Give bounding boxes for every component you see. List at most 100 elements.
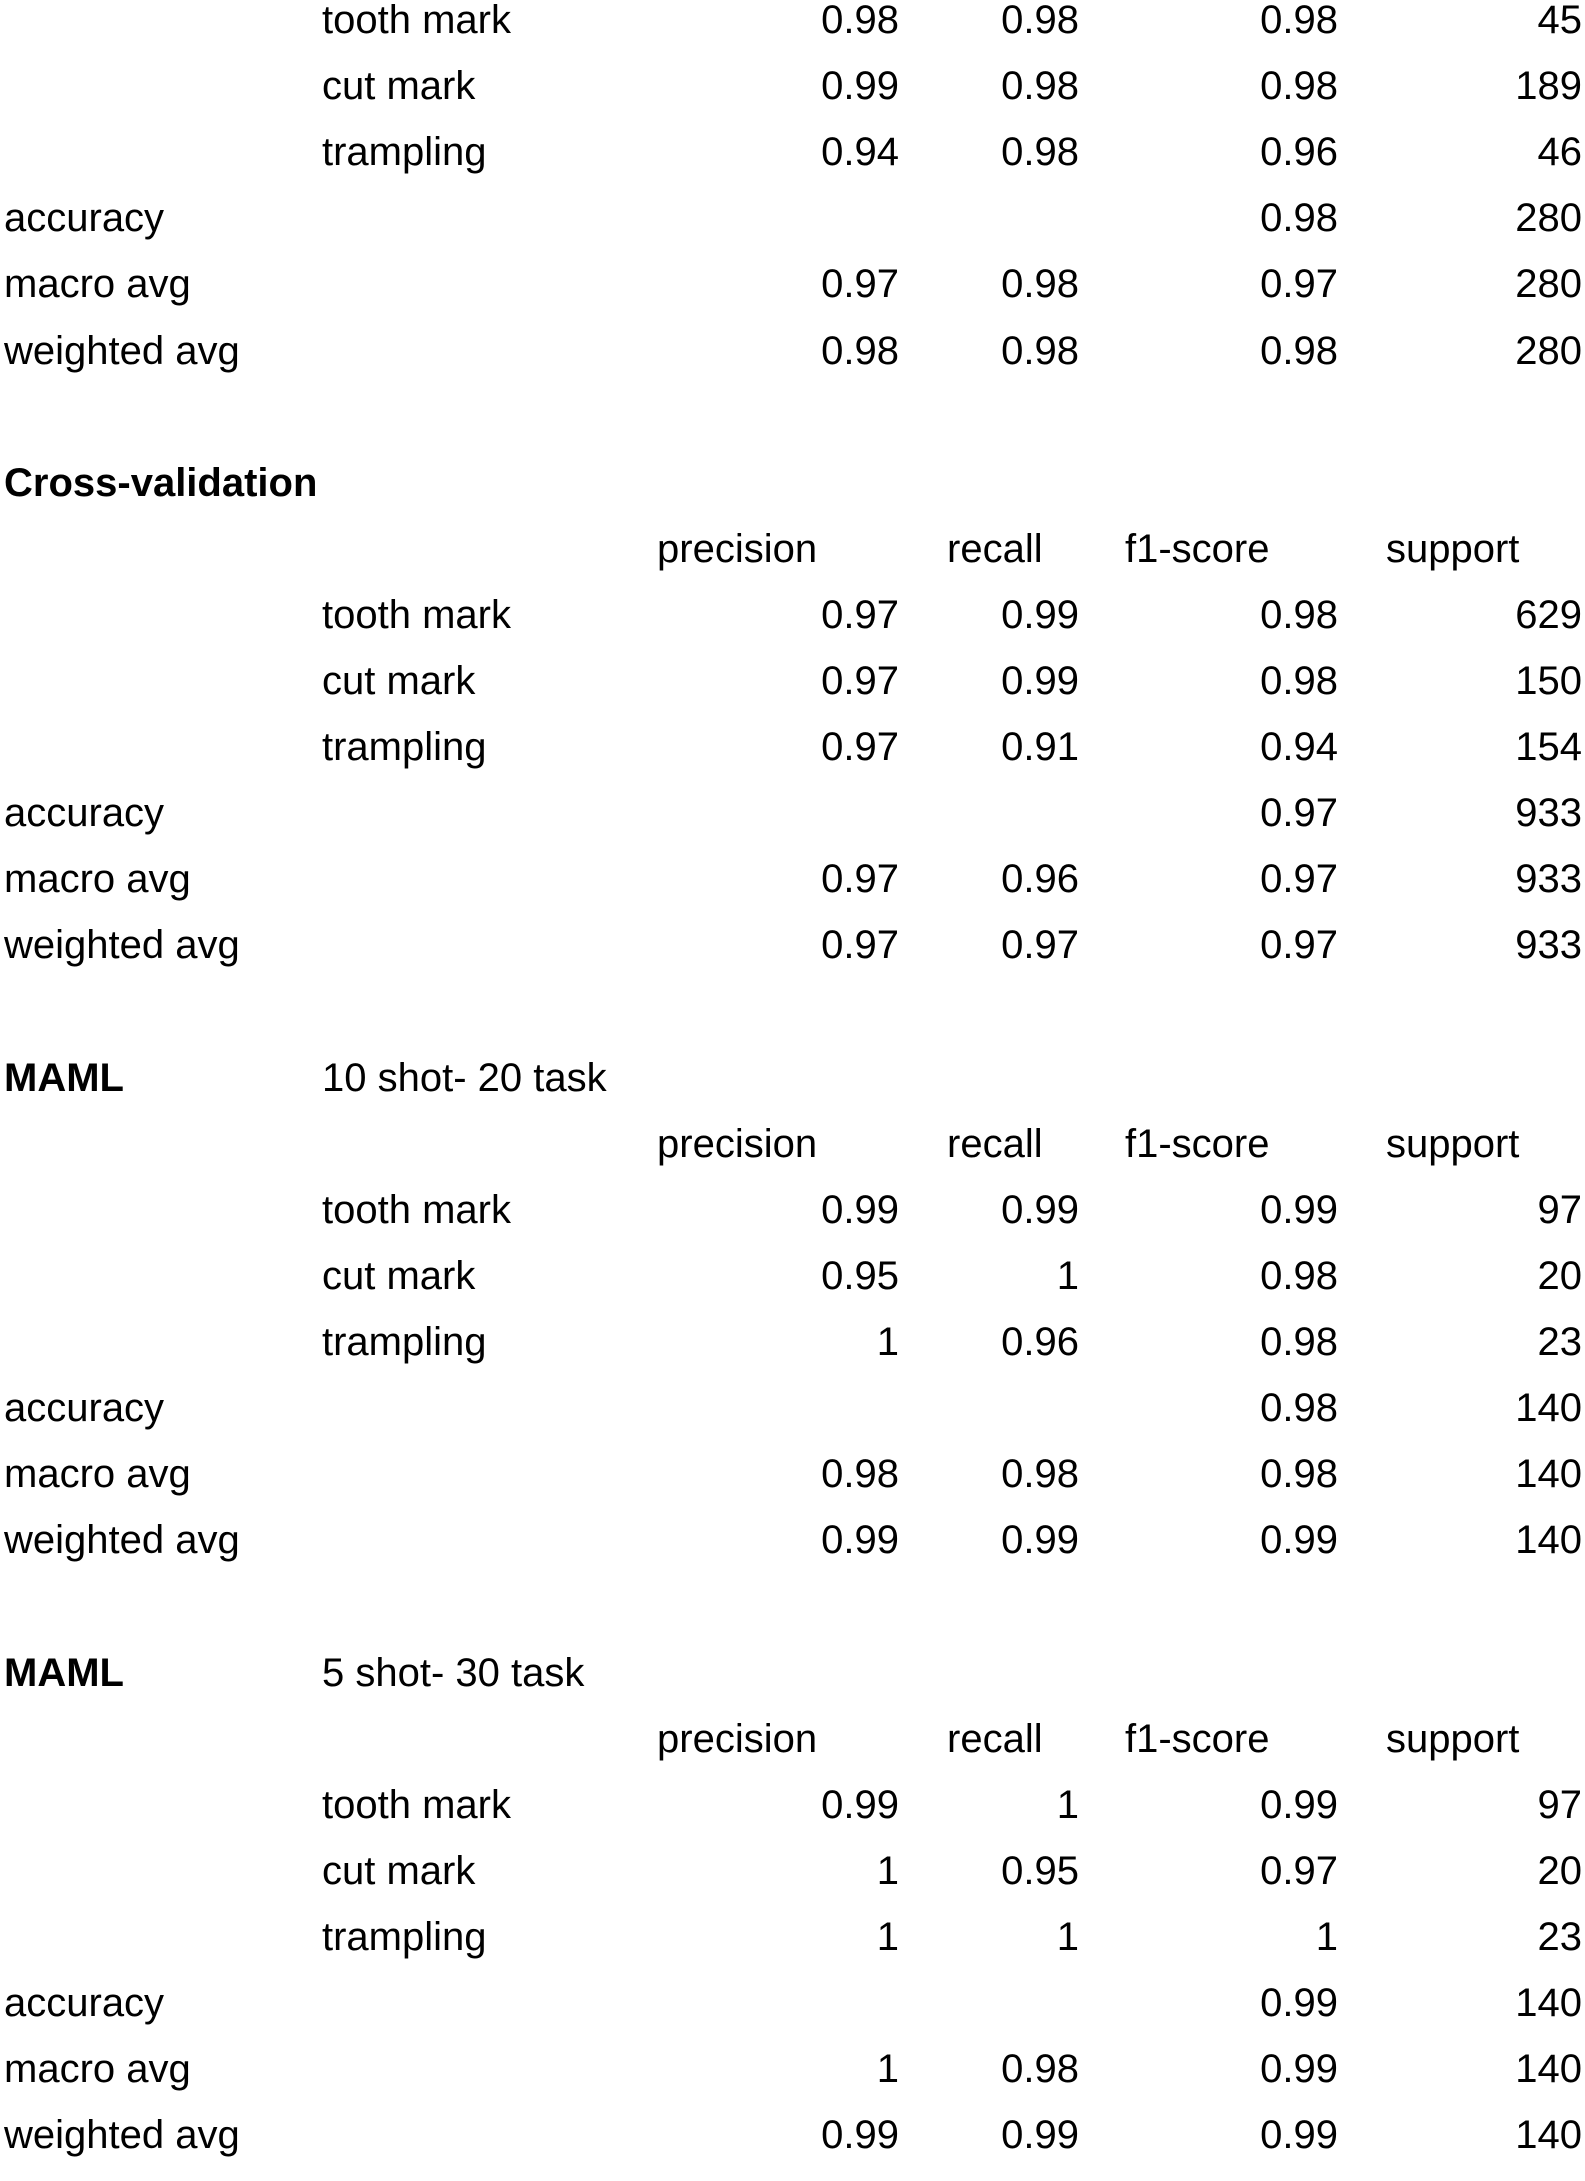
summary-label: weighted avg bbox=[4, 328, 240, 373]
summary-label: accuracy bbox=[4, 1981, 165, 2025]
column-header-f1: f1-score bbox=[1125, 1121, 1270, 1166]
cell-recall: 0.99 bbox=[1001, 1187, 1079, 1232]
cell-precision: 0.97 bbox=[821, 725, 899, 770]
cell-support: 23 bbox=[1537, 1914, 1583, 1959]
cell-recall: 0.98 bbox=[1001, 1452, 1079, 1497]
summary-label: macro avg bbox=[4, 2047, 191, 2092]
cell-f1: 0.99 bbox=[1260, 1187, 1338, 1232]
summary-label: macro avg bbox=[4, 1452, 191, 1497]
cell-f1: 0.97 bbox=[1260, 923, 1338, 968]
cell-recall: 0.99 bbox=[1001, 2113, 1079, 2158]
cell-precision: 0.99 bbox=[821, 64, 899, 109]
cell-precision: 0.95 bbox=[821, 1253, 899, 1298]
cell-f1: 0.97 bbox=[1260, 262, 1338, 307]
section-title: MAML bbox=[4, 1650, 124, 1695]
cell-precision: 1 bbox=[876, 2047, 899, 2092]
cell-recall: 0.95 bbox=[1001, 1848, 1079, 1893]
section-subtitle: 10 shot- 20 task bbox=[322, 1055, 607, 1100]
class-label: trampling bbox=[322, 725, 487, 770]
column-header-support: support bbox=[1386, 1121, 1520, 1166]
column-header-f1: f1-score bbox=[1125, 1716, 1270, 1761]
cell-precision: 0.97 bbox=[821, 659, 899, 703]
cell-support: 23 bbox=[1537, 1320, 1583, 1364]
cell-f1: 0.99 bbox=[1260, 1518, 1338, 1563]
class-label: tooth mark bbox=[322, 0, 511, 42]
cell-f1: 0.98 bbox=[1260, 1386, 1338, 1431]
cell-precision: 0.98 bbox=[821, 328, 899, 373]
cell-support: 45 bbox=[1537, 0, 1583, 42]
cell-support: 20 bbox=[1537, 1848, 1583, 1893]
column-header-recall: recall bbox=[947, 1121, 1043, 1166]
summary-label: accuracy bbox=[4, 196, 165, 241]
summary-label: accuracy bbox=[4, 1386, 165, 1431]
class-label: tooth mark bbox=[322, 1782, 511, 1827]
cell-f1: 0.98 bbox=[1260, 1253, 1338, 1298]
class-label: trampling bbox=[322, 1914, 487, 1959]
cell-recall: 0.99 bbox=[1001, 659, 1079, 703]
cell-f1: 0.99 bbox=[1260, 1981, 1338, 2025]
cell-support: 140 bbox=[1515, 1981, 1582, 2025]
column-header-precision: precision bbox=[657, 526, 818, 571]
cell-support: 20 bbox=[1537, 1253, 1583, 1298]
cell-recall: 0.99 bbox=[1001, 592, 1079, 637]
column-header-support: support bbox=[1386, 1716, 1520, 1761]
cell-recall: 0.98 bbox=[1001, 64, 1079, 109]
class-label: cut mark bbox=[322, 64, 476, 109]
cell-f1: 0.98 bbox=[1260, 592, 1338, 637]
section-subtitle: 5 shot- 30 task bbox=[322, 1650, 585, 1695]
cell-support: 97 bbox=[1537, 1782, 1583, 1827]
cell-precision: 1 bbox=[876, 1914, 899, 1959]
cell-precision: 0.97 bbox=[821, 262, 899, 307]
cell-support: 629 bbox=[1515, 592, 1582, 637]
cell-support: 933 bbox=[1515, 791, 1582, 836]
class-label: cut mark bbox=[322, 1253, 476, 1298]
cell-f1: 0.98 bbox=[1260, 196, 1338, 241]
cell-support: 140 bbox=[1515, 2047, 1582, 2092]
cell-precision: 0.97 bbox=[821, 923, 899, 968]
cell-f1: 0.99 bbox=[1260, 2047, 1338, 2092]
class-label: tooth mark bbox=[322, 592, 511, 637]
column-header-precision: precision bbox=[657, 1121, 818, 1166]
cell-precision: 0.99 bbox=[821, 1187, 899, 1232]
cell-recall: 0.98 bbox=[1001, 328, 1079, 373]
cell-f1: 0.98 bbox=[1260, 1452, 1338, 1497]
cell-recall: 1 bbox=[1056, 1253, 1079, 1298]
cell-precision: 1 bbox=[876, 1848, 899, 1893]
column-header-f1: f1-score bbox=[1125, 526, 1270, 571]
cell-recall: 0.96 bbox=[1001, 1320, 1079, 1364]
cell-support: 140 bbox=[1515, 1518, 1582, 1563]
section-title: MAML bbox=[4, 1055, 124, 1100]
cell-f1: 0.98 bbox=[1260, 659, 1338, 703]
cell-support: 140 bbox=[1515, 2113, 1582, 2158]
cell-f1: 0.96 bbox=[1260, 130, 1338, 175]
cell-recall: 0.91 bbox=[1001, 725, 1079, 770]
summary-label: weighted avg bbox=[4, 2113, 240, 2158]
section-title: Cross-validation bbox=[4, 460, 318, 505]
cell-f1: 0.98 bbox=[1260, 328, 1338, 373]
cell-precision: 0.98 bbox=[821, 1452, 899, 1497]
cell-recall: 0.98 bbox=[1001, 262, 1079, 307]
cell-f1: 0.97 bbox=[1260, 791, 1338, 836]
cell-support: 150 bbox=[1515, 659, 1582, 703]
class-label: cut mark bbox=[322, 659, 476, 703]
cell-support: 140 bbox=[1515, 1452, 1582, 1497]
cell-support: 154 bbox=[1515, 725, 1582, 770]
summary-label: macro avg bbox=[4, 262, 191, 307]
cell-precision: 0.99 bbox=[821, 2113, 899, 2158]
column-header-recall: recall bbox=[947, 1716, 1043, 1761]
cell-recall: 1 bbox=[1056, 1782, 1079, 1827]
summary-label: weighted avg bbox=[4, 923, 240, 968]
cell-support: 46 bbox=[1537, 130, 1583, 175]
cell-f1: 0.94 bbox=[1260, 725, 1338, 770]
cell-precision: 0.97 bbox=[821, 857, 899, 902]
cell-recall: 0.96 bbox=[1001, 857, 1079, 902]
class-label: trampling bbox=[322, 1320, 487, 1364]
cell-precision: 1 bbox=[876, 1320, 899, 1364]
class-label: cut mark bbox=[322, 1848, 476, 1893]
summary-label: macro avg bbox=[4, 857, 191, 902]
cell-support: 189 bbox=[1515, 64, 1582, 109]
cell-f1: 1 bbox=[1315, 1914, 1338, 1959]
cell-f1: 0.97 bbox=[1260, 857, 1338, 902]
cell-f1: 0.98 bbox=[1260, 64, 1338, 109]
cell-precision: 0.97 bbox=[821, 592, 899, 637]
